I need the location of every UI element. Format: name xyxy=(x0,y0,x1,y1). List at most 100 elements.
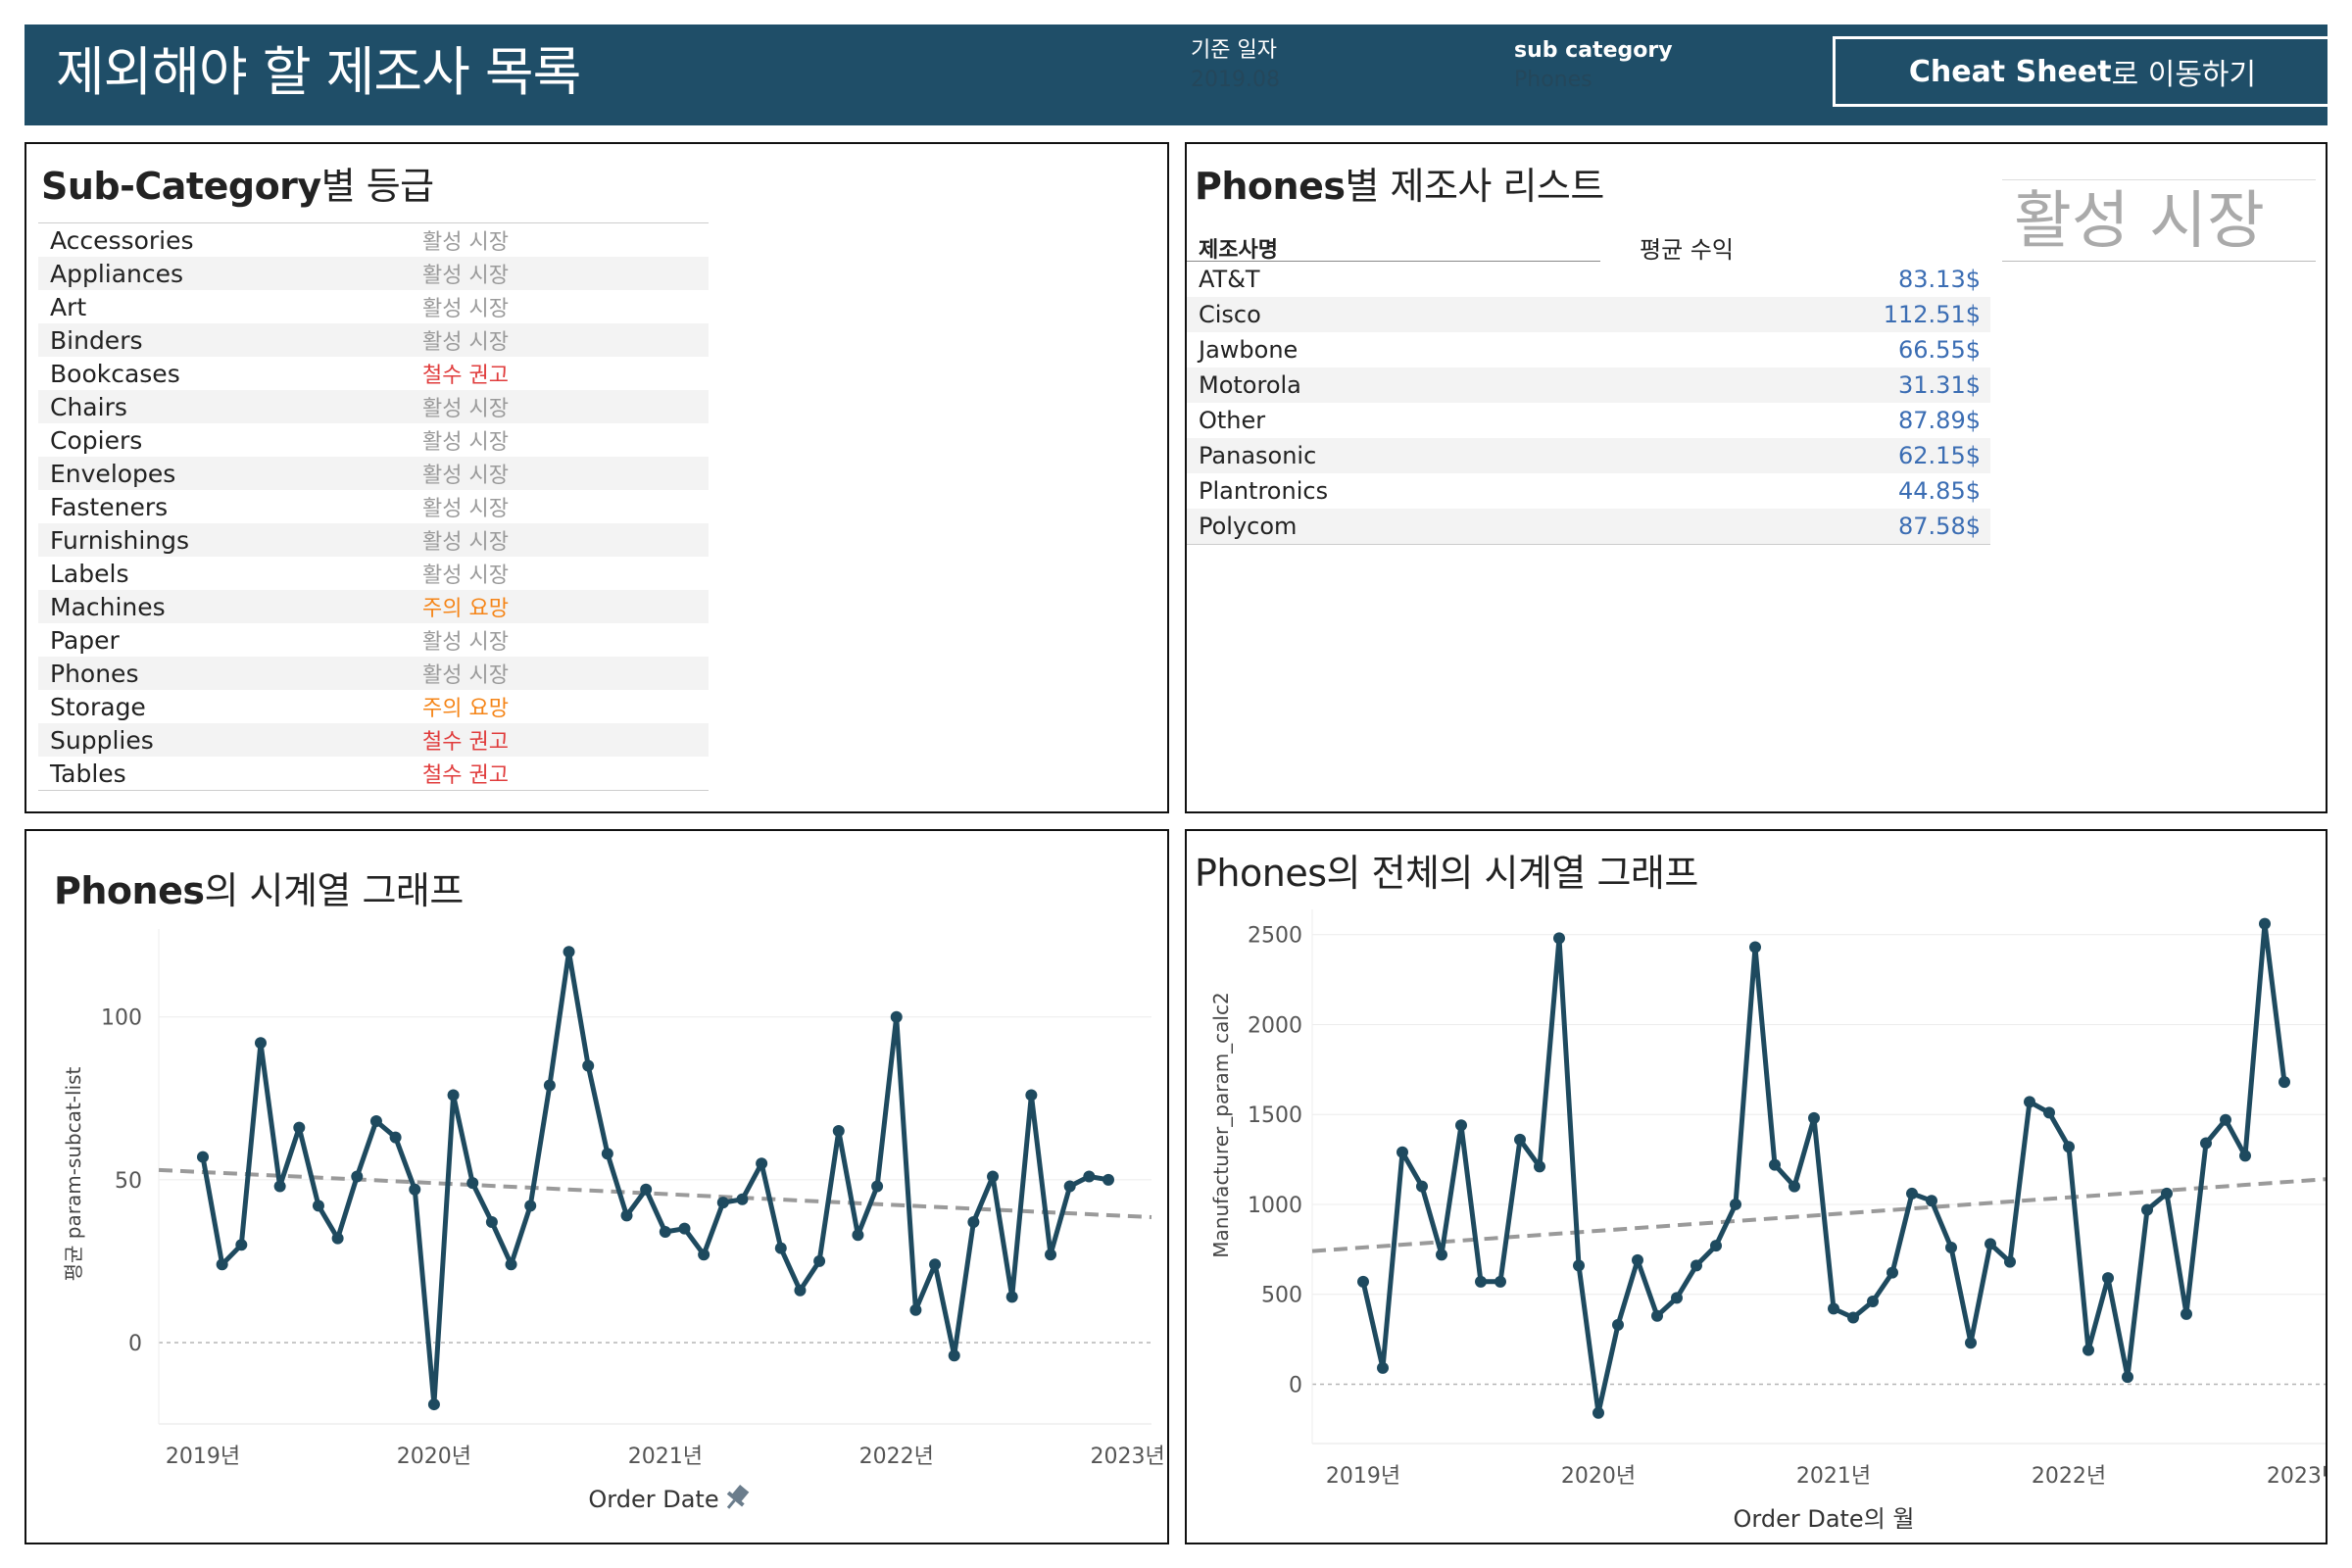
data-point xyxy=(756,1157,768,1170)
col-header-manufacturer[interactable]: 제조사명 xyxy=(1199,238,1278,263)
data-point xyxy=(794,1284,807,1297)
data-point xyxy=(640,1183,653,1196)
subcategory-row[interactable]: Bookcases 철수 권고 xyxy=(38,357,709,390)
data-point xyxy=(890,1010,903,1023)
header-divider xyxy=(1187,261,1600,262)
subcategory-grade: 주의 요망 xyxy=(422,697,509,721)
subcategory-name: Binders xyxy=(50,325,143,355)
data-point xyxy=(369,1115,382,1128)
data-point xyxy=(929,1258,942,1271)
subcategory-row[interactable]: Tables 철수 권고 xyxy=(38,757,709,790)
data-point xyxy=(254,1037,267,1050)
data-point xyxy=(1357,1275,1369,1288)
x-tick-label: 2020년 xyxy=(1561,1464,1636,1489)
manufacturer-row[interactable]: Other 87.89$ xyxy=(1187,403,1990,438)
data-point xyxy=(2063,1141,2075,1153)
subcategory-row[interactable]: Furnishings 활성 시장 xyxy=(38,523,709,557)
subcategory-grade: 활성 시장 xyxy=(422,464,509,488)
data-point xyxy=(1965,1337,1977,1349)
subcategory-row[interactable]: Machines 주의 요망 xyxy=(38,590,709,623)
y-tick-label: 1000 xyxy=(1248,1194,1302,1218)
pin-icon[interactable] xyxy=(720,1482,752,1514)
manufacturer-avg-profit: 87.89$ xyxy=(1898,407,1981,434)
data-point xyxy=(967,1216,980,1229)
subcategory-row[interactable]: Paper 활성 시장 xyxy=(38,623,709,657)
data-point xyxy=(197,1151,209,1163)
manufacturer-row[interactable]: Jawbone 66.55$ xyxy=(1187,332,1990,368)
manufacturer-panel-title-bold: Phones xyxy=(1195,165,1346,208)
manufacturer-row[interactable]: Cisco 112.51$ xyxy=(1187,297,1990,332)
subcategory-name: Labels xyxy=(50,559,129,588)
data-point xyxy=(409,1183,421,1196)
dashboard-title: 제외해야 할 제조사 목록 xyxy=(56,41,581,103)
data-point xyxy=(774,1242,787,1254)
subcategory-name: Furnishings xyxy=(50,525,190,555)
manufacturer-row[interactable]: Panasonic 62.15$ xyxy=(1187,438,1990,473)
subcategory-name: Accessories xyxy=(50,225,194,255)
data-point xyxy=(852,1229,864,1242)
manufacturer-row[interactable]: Plantronics 44.85$ xyxy=(1187,473,1990,509)
data-point xyxy=(273,1180,286,1193)
subcategory-grade: 활성 시장 xyxy=(422,564,509,588)
subcategory-row[interactable]: Phones 활성 시장 xyxy=(38,657,709,690)
data-point xyxy=(1494,1275,1506,1288)
subcategory-row[interactable]: Chairs 활성 시장 xyxy=(38,390,709,423)
data-point xyxy=(1377,1361,1389,1374)
date-filter-value[interactable]: 2019.08 xyxy=(1191,68,1280,92)
data-point xyxy=(1788,1180,1800,1193)
data-point xyxy=(1651,1309,1663,1322)
subcat-timeseries-chart[interactable]: 0 50 100 2019년 2020년 2021년 2022년 2023년 Order Dat… xyxy=(26,831,1167,1543)
data-point xyxy=(948,1349,960,1362)
subcategory-row[interactable]: Supplies 철수 권고 xyxy=(38,723,709,757)
subcategory-row[interactable]: Binders 활성 시장 xyxy=(38,323,709,357)
data-point xyxy=(1005,1291,1018,1303)
subcategory-row[interactable]: Storage 주의 요망 xyxy=(38,690,709,723)
date-filter[interactable]: 기준 일자 2019.08 xyxy=(1191,36,1280,95)
subcategory-row[interactable]: Fasteners 활성 시장 xyxy=(38,490,709,523)
subcategory-filter[interactable]: sub category Phones xyxy=(1514,36,1673,95)
data-point xyxy=(563,946,575,958)
subcategory-grade: 활성 시장 xyxy=(422,530,509,555)
subcat-timeseries-title-bold: Phones xyxy=(54,869,205,912)
data-point xyxy=(1455,1119,1467,1132)
overall-timeseries-chart[interactable]: 0 500 1000 1500 2000 2500 2019년 2020년 2021년 2022년… xyxy=(1187,831,2326,1543)
subcategory-name: Copiers xyxy=(50,425,143,455)
subcategory-filter-value[interactable]: Phones xyxy=(1514,68,1592,92)
subcategory-row[interactable]: Appliances 활성 시장 xyxy=(38,257,709,290)
data-point xyxy=(698,1249,710,1261)
data-point xyxy=(2200,1137,2212,1150)
manufacturer-row[interactable]: Polycom 87.58$ xyxy=(1187,509,1990,544)
manufacturer-row[interactable]: Motorola 31.31$ xyxy=(1187,368,1990,403)
subcat-timeseries-panel: Phones의 시계열 그래프 0 50 100 2019년 2020년 2021년 202… xyxy=(24,829,1169,1544)
subcategory-row[interactable]: Envelopes 활성 시장 xyxy=(38,457,709,490)
subcategory-name: Bookcases xyxy=(50,359,180,388)
subcat-timeseries-title-rest: 의 시계열 그래프 xyxy=(204,869,464,912)
data-point xyxy=(331,1232,344,1245)
data-point xyxy=(2024,1096,2035,1108)
overall-timeseries-title: Phones의 전체의 시계열 그래프 xyxy=(1195,843,1698,897)
cheat-sheet-button[interactable]: Cheat Sheet 로 이동하기 xyxy=(1833,36,2332,107)
subcategory-grade: 활성 시장 xyxy=(422,397,509,421)
data-point xyxy=(216,1258,228,1271)
data-point xyxy=(543,1079,556,1092)
manufacturer-avg-profit: 62.15$ xyxy=(1898,442,1981,469)
subcategory-name: Fasteners xyxy=(50,492,169,521)
data-point xyxy=(582,1059,595,1072)
subcategory-row[interactable]: Labels 활성 시장 xyxy=(38,557,709,590)
manufacturer-panel-title-rest: 별 제조사 리스트 xyxy=(1345,165,1604,208)
col-header-avg-profit[interactable]: 평균 수익 xyxy=(1640,236,1734,264)
subcat-timeseries-title: Phones의 시계열 그래프 xyxy=(54,860,464,914)
subcategory-row[interactable]: Copiers 활성 시장 xyxy=(38,423,709,457)
x-axis-title: Order Date xyxy=(588,1486,718,1513)
manufacturer-row[interactable]: AT&T 83.13$ xyxy=(1187,262,1990,297)
subcategory-row[interactable]: Accessories 활성 시장 xyxy=(38,223,709,257)
subcategory-row[interactable]: Art 활성 시장 xyxy=(38,290,709,323)
subcategory-filter-label: sub category xyxy=(1514,38,1673,63)
data-point xyxy=(1769,1158,1781,1171)
x-axis-title: Order Date의 월 xyxy=(1734,1505,1915,1533)
subcategory-name: Chairs xyxy=(50,392,127,421)
data-point xyxy=(813,1254,826,1267)
data-point xyxy=(1573,1259,1585,1272)
x-tick-label: 2022년 xyxy=(859,1445,934,1469)
data-point xyxy=(2161,1187,2173,1200)
